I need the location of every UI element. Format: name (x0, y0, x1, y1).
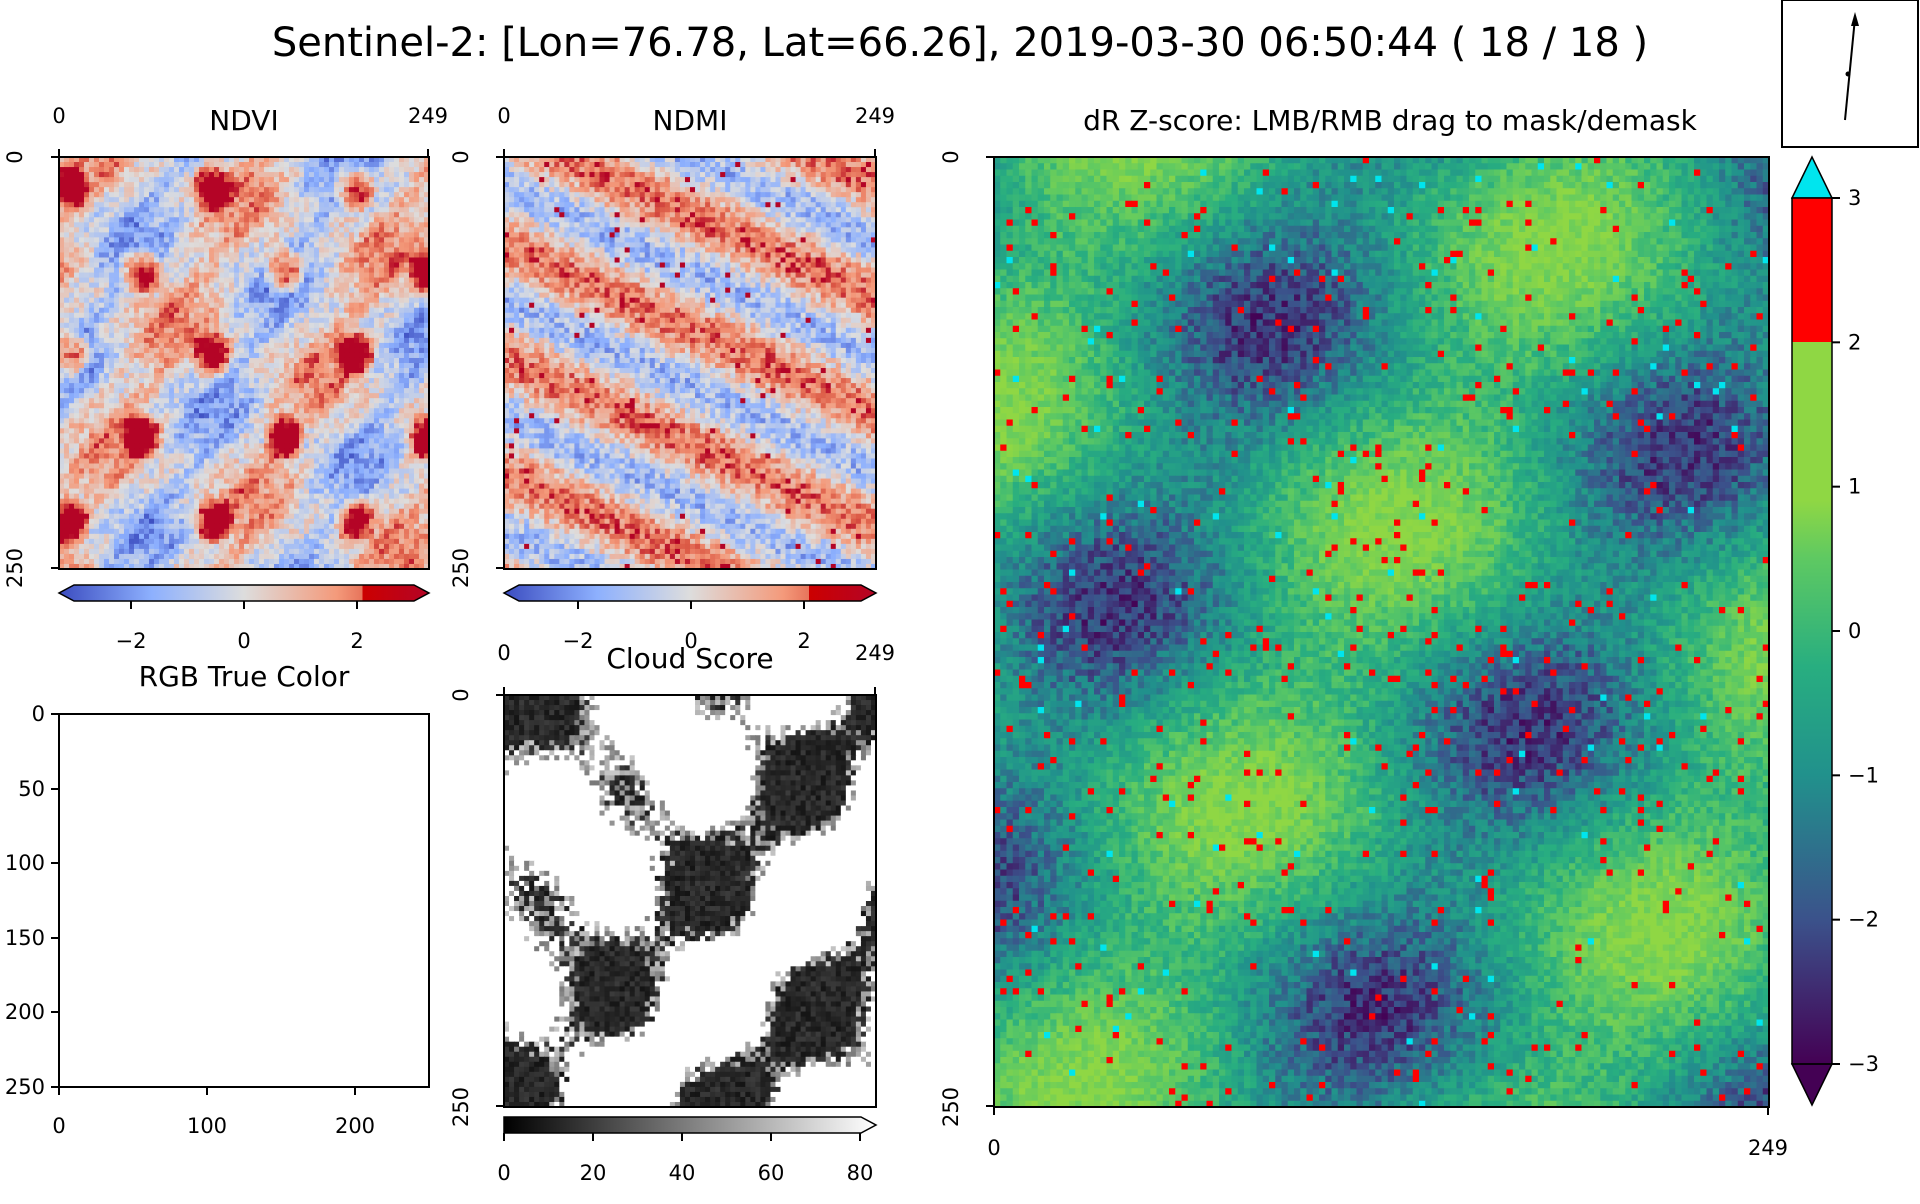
cloud-colorbar: 0 20 40 60 80 (497, 1117, 876, 1185)
cloud-panel: Cloud Score 0 249 0 250 0 20 40 60 80 (449, 641, 895, 1185)
rgb-ytick: 50 (18, 777, 45, 801)
ndmi-cbar-tick: −2 (563, 629, 594, 653)
ndvi-ytick-0: 0 (3, 150, 27, 163)
cloud-cbar-tick: 20 (580, 1161, 607, 1185)
cloud-xtick-0: 0 (497, 641, 510, 665)
zscore-colorbar: 3 2 1 0 −1 −2 −3 (1792, 157, 1879, 1105)
ndmi-cbar-tick: 2 (797, 629, 810, 653)
zscore-xtick-0: 0 (987, 1136, 1000, 1160)
rgb-panel: RGB True Color 0 100 200 0 50 100 150 20… (5, 660, 429, 1138)
zscore-panel[interactable]: dR Z-score: LMB/RMB drag to mask/demask … (939, 104, 1879, 1160)
zscore-xtick-249: 249 (1748, 1136, 1788, 1160)
zscore-title: dR Z-score: LMB/RMB drag to mask/demask (1083, 104, 1697, 137)
ndmi-ytick-0: 0 (449, 150, 473, 163)
ndvi-image (59, 157, 430, 570)
ndvi-title: NDVI (209, 104, 278, 137)
zscore-cbar-tick: −1 (1848, 763, 1879, 787)
zscore-cbar-tick: 3 (1848, 186, 1861, 210)
zscore-cbar-tick: −2 (1848, 908, 1879, 932)
rgb-ytick: 100 (5, 851, 45, 875)
cloud-ytick-250: 250 (449, 1087, 473, 1127)
zscore-cbar-tick: 2 (1848, 330, 1861, 354)
rgb-xtick: 100 (187, 1114, 227, 1138)
rgb-xtick: 200 (335, 1114, 375, 1138)
ndvi-cbar-tick: 2 (350, 629, 363, 653)
zscore-ytick-250: 250 (939, 1087, 963, 1127)
rgb-ytick: 200 (5, 1000, 45, 1024)
ndvi-xtick-0: 0 (52, 104, 65, 128)
cloud-cbar-tick: 80 (847, 1161, 874, 1185)
rgb-ytick: 0 (32, 702, 45, 726)
ndmi-image (504, 157, 877, 570)
figure-title: Sentinel-2: [Lon=76.78, Lat=66.26], 2019… (272, 20, 1648, 66)
cloud-image (504, 695, 877, 1108)
ndmi-xtick-0: 0 (497, 104, 510, 128)
cloud-title: Cloud Score (606, 642, 773, 675)
zscore-cbar-tick: −3 (1848, 1052, 1879, 1076)
zscore-ytick-0: 0 (939, 150, 963, 163)
zscore-cbar-tick: 0 (1848, 619, 1861, 643)
ndmi-panel: NDMI 0 249 0 250 −2 0 2 (449, 104, 895, 653)
ndvi-cbar-tick: −2 (116, 629, 147, 653)
ndmi-ytick-250: 250 (449, 548, 473, 588)
rgb-title: RGB True Color (139, 660, 350, 693)
rgb-axes: 0 100 200 0 50 100 150 200 250 (5, 702, 375, 1138)
cloud-xtick-249: 249 (855, 641, 895, 665)
cloud-ytick-0: 0 (449, 688, 473, 701)
ndmi-title: NDMI (653, 104, 728, 137)
ndvi-panel: NDVI 0 249 0 250 −2 0 2 (3, 104, 448, 653)
ndvi-ytick-250: 250 (3, 548, 27, 588)
rgb-ytick: 150 (5, 926, 45, 950)
ndmi-xtick-249: 249 (855, 104, 895, 128)
ndvi-xtick-249: 249 (408, 104, 448, 128)
ndvi-cbar-tick: 0 (237, 629, 250, 653)
zscore-cbar-tick: 1 (1848, 475, 1861, 499)
rgb-xtick: 0 (52, 1114, 65, 1138)
ndvi-colorbar: −2 0 2 (59, 585, 429, 653)
zscore-image[interactable] (994, 157, 1770, 1108)
cloud-cbar-tick: 40 (669, 1161, 696, 1185)
orientation-inset (1782, 0, 1918, 147)
rgb-ytick: 250 (5, 1075, 45, 1099)
cloud-cbar-tick: 0 (497, 1161, 510, 1185)
cloud-cbar-tick: 60 (758, 1161, 785, 1185)
